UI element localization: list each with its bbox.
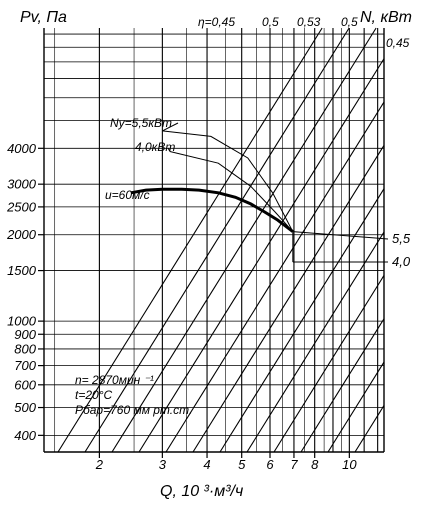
speed-line-60 — [300, 318, 385, 453]
power-label-4-0: 4,0кВт — [135, 140, 175, 154]
speed-lines — [57, 27, 385, 453]
annotation-pressure: Pбар=760 мм рт.ст. — [75, 403, 192, 417]
y-tick-label: 800 — [14, 341, 36, 356]
power-label-leader-0 — [162, 122, 179, 132]
speed-line-64 — [327, 361, 385, 453]
speed-line-33 — [84, 27, 350, 453]
speed-line-46 — [192, 145, 385, 453]
y-tick-label: 400 — [14, 428, 36, 443]
speed-line-40 — [138, 58, 385, 453]
x-tick-label: 2 — [95, 457, 104, 472]
speed-line-50 — [219, 188, 385, 453]
curves — [130, 122, 389, 263]
speed-line-30 — [57, 27, 323, 453]
y-tick-label: 1000 — [7, 314, 37, 329]
y-tick-label: 2000 — [6, 227, 37, 242]
x-tick-label: 7 — [290, 457, 298, 472]
pressure-curve — [130, 187, 294, 233]
annotation-rpm: n= 2870мин ⁻¹ — [75, 373, 154, 387]
power-curve-1 — [169, 151, 294, 232]
y-tick-label: 700 — [14, 358, 36, 373]
speed-curve-label: u=60м/с — [105, 188, 150, 202]
x-tick-label: 8 — [311, 457, 319, 472]
y-axis-title-left: Pv, Па — [20, 9, 67, 26]
power-label-5-5: Ny=5,5кВт — [110, 116, 172, 130]
leader-line-5-5 — [292, 231, 389, 240]
speed-line-54 — [246, 231, 385, 453]
x-tick-label: 5 — [238, 457, 246, 472]
speed-line-36 — [111, 27, 377, 453]
x-tick-label: 6 — [266, 457, 274, 472]
efficiency-label-5: 0,45 — [386, 36, 410, 50]
efficiency-label-2: 0,5 — [262, 15, 279, 29]
x-tick-label: 3 — [159, 457, 167, 472]
y-tick-label: 900 — [14, 327, 36, 342]
x-tick-label: 4 — [203, 457, 210, 472]
y-tick-label: 4000 — [7, 141, 37, 156]
efficiency-label-1: η=0,45 — [198, 15, 235, 29]
x-axis-title: Q, 10 ³·м³/ч — [160, 483, 243, 500]
y-tick-label: 3000 — [7, 177, 37, 192]
power-curve-0 — [162, 130, 294, 232]
speed-line-68 — [354, 405, 385, 453]
speed-line-58 — [273, 275, 385, 453]
efficiency-label-3: 0,53 — [297, 15, 321, 29]
speed-line-43 — [165, 101, 385, 453]
efficiency-label-4: 0,5 — [341, 15, 358, 29]
grid — [43, 28, 385, 453]
y-axis-title-right: N, кВт — [360, 9, 412, 26]
annotation-temperature: t=20°C — [75, 388, 112, 402]
x-tick-label: 10 — [342, 457, 357, 472]
y-tick-label: 600 — [14, 377, 36, 392]
y-tick-label: 500 — [14, 400, 36, 415]
right-tick-5-5: 5,5 — [392, 231, 411, 246]
right-tick-4-0: 4,0 — [392, 254, 411, 269]
y-tick-label: 2500 — [6, 199, 37, 214]
power-label-leader-1 — [167, 147, 171, 152]
y-tick-label: 1500 — [7, 263, 37, 278]
